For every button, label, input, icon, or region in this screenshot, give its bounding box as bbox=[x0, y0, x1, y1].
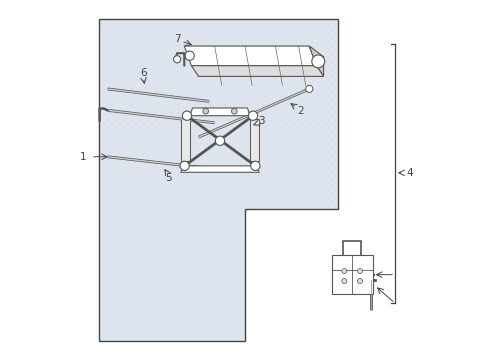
Circle shape bbox=[358, 279, 363, 284]
Text: 1: 1 bbox=[80, 152, 87, 162]
Text: 7: 7 bbox=[174, 33, 180, 44]
Circle shape bbox=[342, 269, 347, 274]
Circle shape bbox=[358, 269, 363, 274]
Circle shape bbox=[306, 85, 313, 93]
Circle shape bbox=[185, 51, 194, 60]
Text: 4: 4 bbox=[406, 168, 413, 178]
Polygon shape bbox=[192, 66, 323, 76]
Polygon shape bbox=[98, 19, 338, 341]
Circle shape bbox=[203, 108, 209, 114]
Polygon shape bbox=[190, 108, 250, 116]
Circle shape bbox=[231, 108, 237, 114]
Circle shape bbox=[215, 136, 224, 145]
Circle shape bbox=[251, 161, 260, 171]
Circle shape bbox=[173, 56, 181, 63]
Text: 2: 2 bbox=[297, 106, 304, 116]
Circle shape bbox=[342, 279, 347, 284]
Text: 6: 6 bbox=[140, 68, 147, 78]
Text: 3: 3 bbox=[258, 116, 265, 126]
Circle shape bbox=[312, 55, 325, 68]
Bar bbox=[332, 255, 373, 294]
Polygon shape bbox=[181, 119, 190, 161]
Polygon shape bbox=[309, 46, 323, 76]
Circle shape bbox=[182, 111, 192, 120]
Polygon shape bbox=[184, 46, 317, 66]
Circle shape bbox=[180, 161, 189, 171]
Polygon shape bbox=[250, 119, 259, 161]
Polygon shape bbox=[181, 166, 259, 172]
Text: 5: 5 bbox=[165, 173, 172, 183]
Circle shape bbox=[248, 111, 258, 120]
